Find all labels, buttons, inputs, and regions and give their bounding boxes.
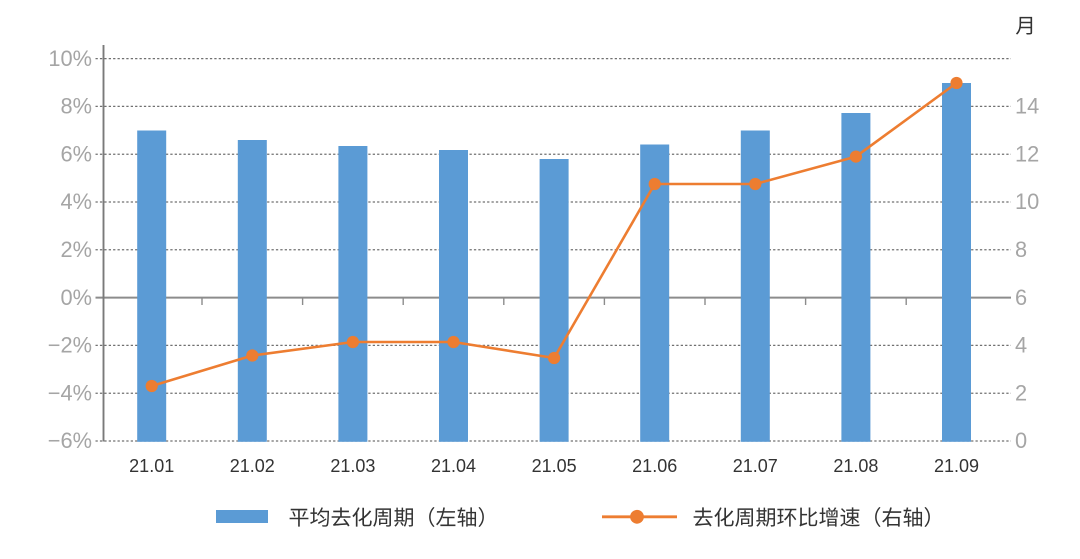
svg-text:10: 10	[1015, 189, 1039, 214]
svg-text:21.05: 21.05	[532, 456, 577, 476]
svg-text:21.08: 21.08	[833, 456, 878, 476]
svg-text:12: 12	[1015, 141, 1039, 166]
svg-text:10%: 10%	[48, 46, 92, 71]
svg-text:4: 4	[1015, 333, 1027, 358]
svg-text:4%: 4%	[60, 189, 92, 214]
svg-text:21.03: 21.03	[330, 456, 375, 476]
svg-text:−4%: −4%	[48, 380, 92, 405]
svg-text:2%: 2%	[60, 237, 92, 262]
svg-text:21.09: 21.09	[934, 456, 979, 476]
svg-text:21.02: 21.02	[230, 456, 275, 476]
svg-text:21.07: 21.07	[733, 456, 778, 476]
svg-text:2: 2	[1015, 380, 1027, 405]
svg-text:8: 8	[1015, 237, 1027, 262]
svg-text:−6%: −6%	[48, 428, 92, 453]
svg-text:21.01: 21.01	[129, 456, 174, 476]
svg-text:0%: 0%	[60, 285, 92, 310]
svg-text:8%: 8%	[60, 94, 92, 119]
svg-text:−2%: −2%	[48, 333, 92, 358]
svg-text:6: 6	[1015, 285, 1027, 310]
svg-text:21.04: 21.04	[431, 456, 476, 476]
svg-text:0: 0	[1015, 428, 1027, 453]
svg-text:21.06: 21.06	[632, 456, 677, 476]
svg-text:14: 14	[1015, 94, 1039, 119]
svg-text:6%: 6%	[60, 141, 92, 166]
